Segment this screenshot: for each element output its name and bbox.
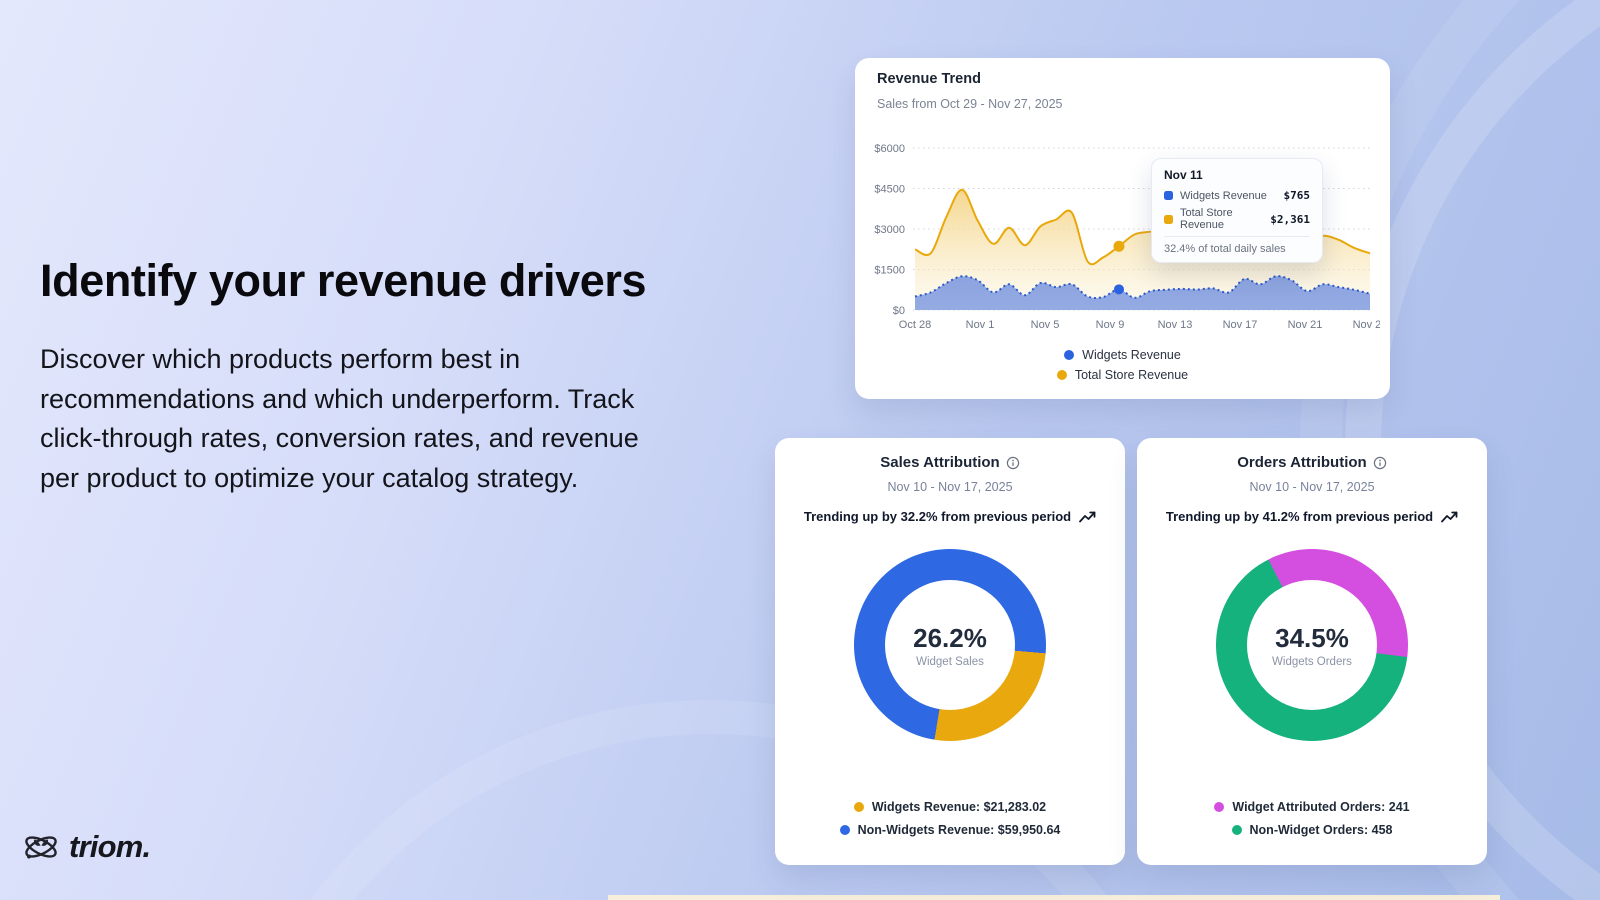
revenue-trend-subtitle: Sales from Oct 29 - Nov 27, 2025 [877, 97, 1063, 111]
trending-up-icon [1441, 511, 1458, 523]
tooltip-series-value: $2,361 [1270, 212, 1310, 226]
x-axis-tick-label: Nov 5 [1031, 319, 1060, 331]
orders-attribution-legend: Widget Attributed Orders: 241 Non-Widget … [1137, 800, 1487, 837]
legend-dot-icon [1056, 370, 1067, 380]
chart-tooltip: Nov 11 Widgets Revenue $765 Total Store Re… [1151, 158, 1323, 263]
tooltip-row: Total Store Revenue $2,361 [1164, 207, 1310, 231]
tooltip-row: Widgets Revenue $765 [1164, 189, 1310, 202]
y-axis-tick-label: $6000 [874, 143, 905, 155]
next-section-edge [608, 895, 1500, 900]
brand-logo: triom. [22, 828, 151, 866]
orders-attribution-title: Orders Attribution [1237, 454, 1367, 471]
area-series-widgets-revenue [915, 276, 1370, 310]
info-icon[interactable] [1006, 456, 1020, 470]
sales-attribution-donut-chart: 26.2% Widget Sales [854, 549, 1046, 741]
legend-dot-icon [1231, 825, 1242, 835]
x-axis-tick-label: Nov 26 [1353, 319, 1380, 331]
sales-attribution-legend: Widgets Revenue: $21,283.02 Non-Widgets R… [775, 800, 1125, 837]
legend-dot-icon [1214, 802, 1225, 812]
tooltip-footer: 32.4% of total daily sales [1164, 236, 1310, 255]
area-series-total-store-revenue [915, 189, 1370, 310]
legend-dot-icon [853, 802, 864, 812]
revenue-trend-card: Revenue Trend Sales from Oct 29 - Nov 27… [855, 58, 1390, 399]
orders-trend-text: Trending up by 41.2% from previous perio… [1165, 509, 1434, 524]
tooltip-series-value: $765 [1283, 189, 1311, 202]
x-axis-tick-label: Oct 28 [899, 319, 931, 331]
legend-dot-icon [839, 825, 850, 835]
orders-attribution-card: Orders Attribution Nov 10 - Nov 17, 2025… [1137, 438, 1487, 865]
info-icon[interactable] [1373, 456, 1387, 470]
tooltip-series-label: Total Store Revenue [1180, 207, 1233, 231]
brand-name: triom. [69, 829, 151, 864]
legend-dot-icon [1064, 350, 1075, 360]
revenue-trend-title: Revenue Trend [877, 71, 981, 87]
sales-attribution-date-range: Nov 10 - Nov 17, 2025 [887, 480, 1013, 494]
legend-label: Widgets Revenue [1082, 348, 1181, 362]
widgets-orders-label: Widgets Orders [1272, 655, 1352, 668]
widget-sales-label: Widget Sales [916, 655, 984, 668]
atom-orbit-icon [22, 828, 60, 866]
x-axis-tick-label: Nov 13 [1158, 319, 1193, 331]
hero-description: Discover which products perform best in … [40, 344, 639, 493]
donut-center: 34.5% Widgets Orders [1247, 580, 1377, 710]
legend-item: Widgets Revenue [1064, 348, 1181, 362]
x-axis-tick-label: Nov 1 [966, 319, 995, 331]
trending-up-icon [1079, 511, 1096, 523]
widgets-orders-percentage: 34.5% [1275, 622, 1349, 653]
legend-label: Non-Widget Orders: 458 [1249, 823, 1393, 837]
tooltip-swatch-icon [1164, 214, 1173, 224]
legend-item: Widgets Revenue: $21,283.02 [853, 800, 1047, 814]
tooltip-swatch-icon [1164, 191, 1173, 200]
orders-attribution-date-range: Nov 10 - Nov 17, 2025 [1249, 480, 1375, 494]
y-axis-tick-label: $4500 [874, 184, 905, 196]
revenue-trend-legend: Widgets Revenue Total Store Revenue [855, 348, 1390, 382]
legend-item: Non-Widget Orders: 458 [1231, 823, 1393, 837]
y-axis-tick-label: $3000 [874, 224, 905, 236]
y-axis-tick-label: $0 [893, 305, 905, 317]
sales-trend-text: Trending up by 32.2% from previous perio… [803, 509, 1072, 524]
widget-sales-percentage: 26.2% [913, 622, 987, 653]
hero-section: Identify your revenue drivers Discover w… [40, 246, 652, 498]
donut-center: 26.2% Widget Sales [885, 580, 1015, 710]
legend-item: Non-Widgets Revenue: $59,950.64 [839, 823, 1061, 837]
legend-item: Total Store Revenue [1056, 368, 1189, 382]
legend-item: Widget Attributed Orders: 241 [1214, 800, 1410, 814]
tooltip-date: Nov 11 [1164, 168, 1203, 182]
page-title: Identify your revenue drivers [40, 255, 647, 306]
y-axis-tick-label: $1500 [874, 265, 905, 277]
x-axis-tick-label: Nov 21 [1288, 319, 1323, 331]
legend-label: Widget Attributed Orders: 241 [1232, 800, 1410, 814]
tooltip-series-label: Widgets Revenue [1180, 189, 1267, 202]
legend-label: Non-Widgets Revenue: $59,950.64 [857, 823, 1061, 837]
sales-attribution-card: Sales Attribution Nov 10 - Nov 17, 2025 … [775, 438, 1125, 865]
x-axis-tick-label: Nov 9 [1096, 319, 1125, 331]
legend-label: Widgets Revenue: $21,283.02 [871, 800, 1047, 814]
legend-label: Total Store Revenue [1074, 368, 1189, 382]
x-axis-tick-label: Nov 17 [1223, 319, 1258, 331]
orders-attribution-donut-chart: 34.5% Widgets Orders [1216, 549, 1408, 741]
sales-attribution-title: Sales Attribution [880, 454, 1000, 471]
